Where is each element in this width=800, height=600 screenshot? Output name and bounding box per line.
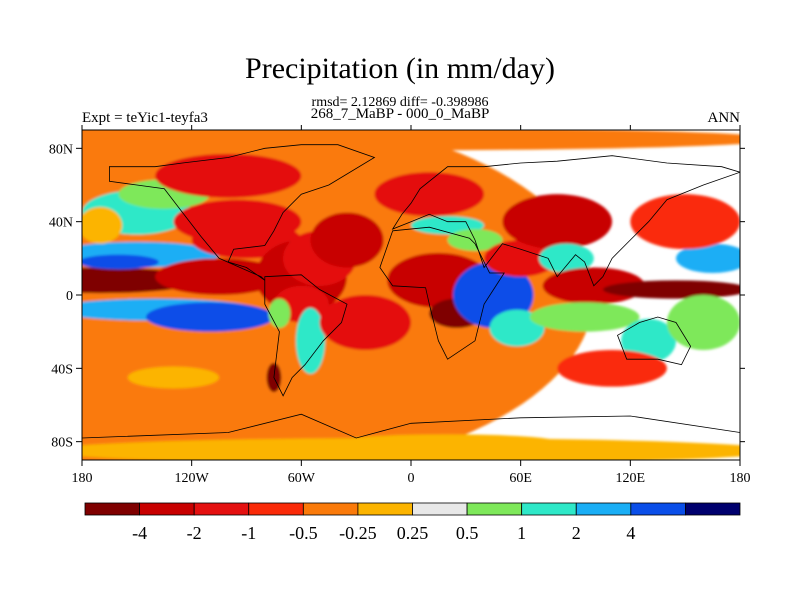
x-tick-label: 0 xyxy=(408,471,415,486)
precip-region-38 xyxy=(630,194,740,250)
colorbar-level-label: -0.25 xyxy=(339,523,377,543)
precip-region-15 xyxy=(155,153,302,198)
colorbar-box-5 xyxy=(302,502,359,516)
colorbar-box-11 xyxy=(630,502,686,516)
precip-region-40 xyxy=(666,295,740,350)
coastline-6 xyxy=(82,413,740,460)
precip-region-36 xyxy=(602,280,740,299)
colorbar-box-9 xyxy=(521,502,577,516)
x-tick-label: 60E xyxy=(509,471,532,486)
precip-region-23 xyxy=(319,295,411,350)
precip-region-4 xyxy=(82,254,159,270)
colorbar-box-3 xyxy=(193,502,250,516)
chart-subtitle: 268_7_MaBP - 000_0_MaBP xyxy=(310,106,490,122)
precip-region-35 xyxy=(529,302,640,332)
coastline-5 xyxy=(617,316,692,366)
precip-region-31 xyxy=(484,240,558,277)
y-tick-label: 80N xyxy=(49,142,73,157)
colorbar-box-12 xyxy=(685,502,741,516)
x-tick-label: 120W xyxy=(175,471,210,486)
precip-region-37 xyxy=(676,243,740,273)
y-tick-label: 40N xyxy=(49,216,73,231)
x-tick-label: 60W xyxy=(288,471,316,486)
coastline-4 xyxy=(391,155,740,287)
precip-region-43 xyxy=(337,434,558,449)
precip-region-21 xyxy=(268,298,291,329)
y-tick-label: 0 xyxy=(66,289,73,304)
colorbar-level-label: 0.25 xyxy=(397,523,429,543)
x-tick-label: 180 xyxy=(72,471,93,486)
colorbar-box-1 xyxy=(84,502,140,516)
y-tick-label: 40S xyxy=(51,362,73,377)
coastline-3 xyxy=(379,226,505,360)
chart-stats: rmsd= 2.12869 diff= -0.398986 xyxy=(311,95,489,110)
colorbar-level-label: -4 xyxy=(132,523,147,543)
chart-title: Precipitation (in mm/day) xyxy=(245,52,555,85)
precip-region-11 xyxy=(82,328,146,372)
x-tick-label: 180 xyxy=(730,471,751,486)
axis-ticks: 180 120W 60W 0 60E 120E 180 80N 40N 0 40S 80S xyxy=(49,125,751,486)
colorbar-box-2 xyxy=(139,502,195,516)
season-label: ANN xyxy=(707,110,741,126)
precip-region-26 xyxy=(374,172,485,217)
colorbar: -4 -2 -1 -0.5 -0.25 0.25 0.5 1 2 4 xyxy=(84,502,741,543)
precip-region-22 xyxy=(310,212,384,268)
colorbar-box-7 xyxy=(412,502,468,516)
colorbar-level-label: -2 xyxy=(187,523,202,543)
colorbar-level-label: 2 xyxy=(572,523,581,543)
precip-region-10 xyxy=(82,207,123,244)
x-tick-label: 120E xyxy=(616,471,646,486)
colorbar-level-label: 1 xyxy=(517,523,526,543)
precipitation-field xyxy=(82,130,740,460)
coastline-1 xyxy=(109,144,376,281)
precip-region-42 xyxy=(82,438,740,460)
coastlines xyxy=(82,144,740,460)
precip-region-32 xyxy=(502,194,613,250)
colorbar-box-8 xyxy=(466,502,523,516)
colorbar-level-label: 0.5 xyxy=(456,523,479,543)
colorbar-level-label: -1 xyxy=(241,523,256,543)
colorbar-box-6 xyxy=(357,502,413,516)
colorbar-box-10 xyxy=(575,502,632,516)
precip-region-41 xyxy=(557,350,667,387)
colorbar-level-label: -0.5 xyxy=(289,523,318,543)
coastline-2 xyxy=(264,274,348,397)
experiment-label: Expt = teYic1-teyfa3 xyxy=(82,110,208,126)
precip-region-44 xyxy=(82,130,740,151)
precip-region-7 xyxy=(145,302,274,332)
precip-region-12 xyxy=(127,366,220,389)
colorbar-level-label: 4 xyxy=(626,523,635,543)
colorbar-box-4 xyxy=(248,502,304,516)
precip-region-20 xyxy=(295,307,326,374)
precip-region-33 xyxy=(538,243,594,273)
precip-region-5 xyxy=(155,258,284,295)
y-tick-label: 80S xyxy=(51,436,73,451)
